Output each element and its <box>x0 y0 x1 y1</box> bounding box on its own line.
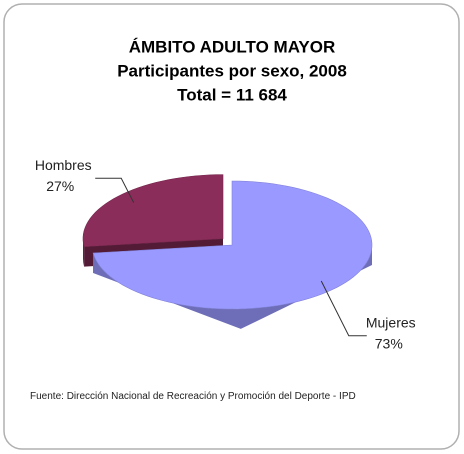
leader-line <box>95 177 135 203</box>
chart-total: Total = 11 684 <box>177 85 287 104</box>
source-note: Fuente: Dirección Nacional de Recreación… <box>30 391 356 402</box>
pie-slice <box>92 180 373 310</box>
value-label: 73% <box>375 335 403 351</box>
pie-slice <box>82 174 224 247</box>
leader-line <box>320 280 367 337</box>
category-label: Hombres <box>35 157 92 173</box>
value-label: 27% <box>46 178 74 194</box>
frame <box>3 3 460 450</box>
chart-subtitle: Participantes por sexo, 2008 <box>117 61 347 80</box>
slice-side <box>93 245 372 329</box>
category-label: Mujeres <box>366 314 416 330</box>
chart-title: ÁMBITO ADULTO MAYOR <box>129 37 336 56</box>
